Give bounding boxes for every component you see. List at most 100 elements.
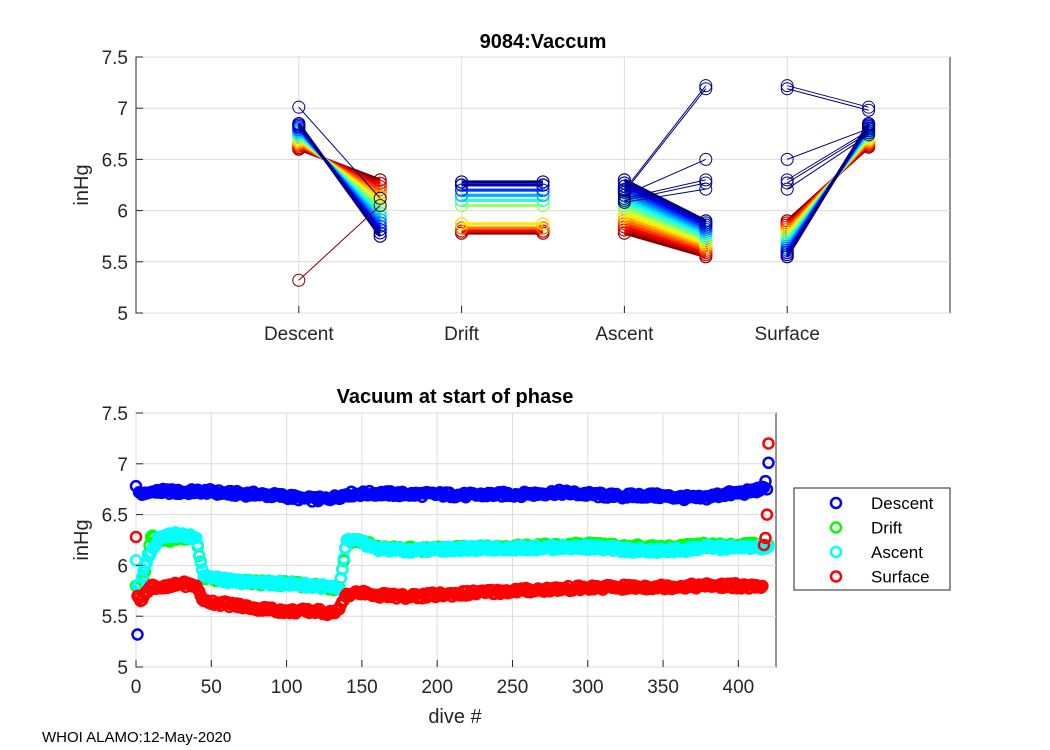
outlier-marker — [862, 128, 876, 142]
data-point — [131, 628, 144, 641]
outlier-marker — [373, 191, 387, 205]
outlier-marker — [373, 198, 387, 212]
outlier-line — [298, 106, 381, 199]
bottom-chart-title: Vacuum at start of phase — [337, 386, 574, 408]
bottom-y-tick-label: 5 — [117, 658, 128, 679]
data-point — [762, 456, 775, 470]
top-x-tick-label: Ascent — [595, 324, 654, 345]
phase-line — [623, 178, 707, 223]
outlier-line — [787, 85, 869, 108]
phase-marker — [536, 221, 550, 235]
outlier-line — [624, 179, 706, 199]
bottom-axes-ticks: 5 5.5 6 6.5 7 7.5 0 50 100 150 200 250 300 350 400 — [102, 404, 755, 698]
outlier-marker — [699, 173, 713, 187]
legend-marker-descent — [829, 496, 843, 510]
outlier-line — [624, 88, 707, 193]
top-axes: 5 5.5 6 6.5 7 7.5 Descent Drift Ascent Surface 90… — [71, 31, 951, 345]
phase-line — [623, 228, 707, 257]
top-axes-data — [292, 79, 876, 287]
legend-label-ascent: Ascent — [871, 543, 923, 562]
bottom-y-tick-label: 7 — [117, 455, 128, 476]
bottom-axes-grid — [135, 412, 776, 668]
legend-marker-drift — [829, 521, 843, 534]
outlier-line — [624, 182, 706, 201]
phase-line — [623, 212, 707, 246]
bottom-x-tick-label: 0 — [131, 677, 142, 698]
bottom-x-tick-label: 350 — [647, 677, 679, 698]
bottom-x-tick-label: 250 — [497, 677, 529, 698]
outlier-marker — [780, 182, 794, 196]
phase-marker — [455, 178, 469, 192]
top-y-tick-label: 7.5 — [102, 48, 128, 69]
data-point — [759, 474, 772, 488]
phase-line — [623, 209, 707, 244]
top-y-tick-label: 6.5 — [102, 150, 128, 171]
outlier-marker — [292, 100, 306, 114]
phase-marker — [861, 116, 876, 131]
outlier-marker — [699, 82, 713, 96]
top-axes-grid — [136, 56, 950, 314]
bottom-y-axis-label: inHg — [71, 519, 93, 560]
phase-marker — [292, 116, 306, 131]
phase-marker — [455, 175, 469, 189]
outlier-line — [787, 128, 869, 160]
outlier-marker — [862, 100, 876, 114]
legend-box — [793, 487, 951, 591]
phase-line — [623, 203, 707, 240]
phase-line — [623, 184, 707, 227]
top-y-axis-label: inHg — [71, 164, 93, 205]
bottom-x-tick-label: 150 — [346, 677, 378, 698]
bottom-y-tick-label: 6.5 — [102, 506, 128, 527]
outlier-marker — [780, 173, 794, 187]
legend-label-descent: Descent — [871, 494, 934, 513]
phase-line — [623, 225, 707, 254]
outlier-marker — [699, 176, 713, 190]
phase-line — [623, 191, 707, 231]
top-y-tick-label: 5 — [117, 304, 128, 325]
bottom-x-tick-label: 50 — [201, 677, 222, 698]
phase-marker — [536, 175, 550, 189]
top-x-tick-label: Descent — [264, 324, 334, 345]
phase-line — [623, 231, 707, 259]
top-axes-ticks: 5 5.5 6 6.5 7 7.5 Descent Drift Ascent Surface — [102, 48, 820, 345]
data-point — [760, 508, 774, 521]
top-y-tick-label: 6 — [117, 202, 128, 223]
outlier-line — [786, 134, 869, 190]
outlier-marker — [862, 103, 876, 117]
data-point — [759, 531, 772, 545]
outlier-marker — [699, 182, 713, 196]
phase-marker — [373, 229, 387, 243]
outlier-marker — [780, 79, 794, 93]
data-point — [140, 556, 153, 570]
phase-line — [623, 197, 707, 235]
data-point — [192, 548, 206, 562]
data-point — [762, 437, 775, 450]
phase-marker — [455, 217, 469, 231]
outlier-marker — [617, 188, 631, 202]
phase-marker — [699, 214, 713, 228]
phase-marker — [373, 226, 387, 240]
top-y-tick-label: 5.5 — [102, 253, 128, 274]
data-point — [760, 483, 774, 496]
outlier-line — [787, 88, 869, 111]
phase-line — [623, 194, 707, 233]
data-point — [189, 531, 203, 545]
outlier-line — [786, 130, 869, 181]
series-ascent — [129, 526, 775, 597]
outlier-marker — [780, 152, 794, 166]
legend: Descent Drift Ascent Surface — [793, 487, 951, 591]
bottom-x-axis-label: dive # — [428, 706, 482, 728]
bottom-y-tick-label: 6 — [117, 556, 128, 577]
legend-marker-surface — [829, 570, 843, 583]
bottom-y-tick-label: 5.5 — [102, 607, 128, 628]
data-point — [336, 563, 349, 576]
bottom-x-tick-label: 400 — [723, 677, 755, 698]
top-chart-title: 9084:Vaccum — [480, 31, 607, 53]
outlier-line — [624, 85, 707, 191]
phase-line — [623, 216, 707, 248]
bottom-axes-data — [129, 437, 775, 641]
outlier-line — [298, 205, 381, 281]
bottom-x-tick-label: 100 — [271, 677, 303, 698]
phase-marker — [780, 250, 794, 264]
